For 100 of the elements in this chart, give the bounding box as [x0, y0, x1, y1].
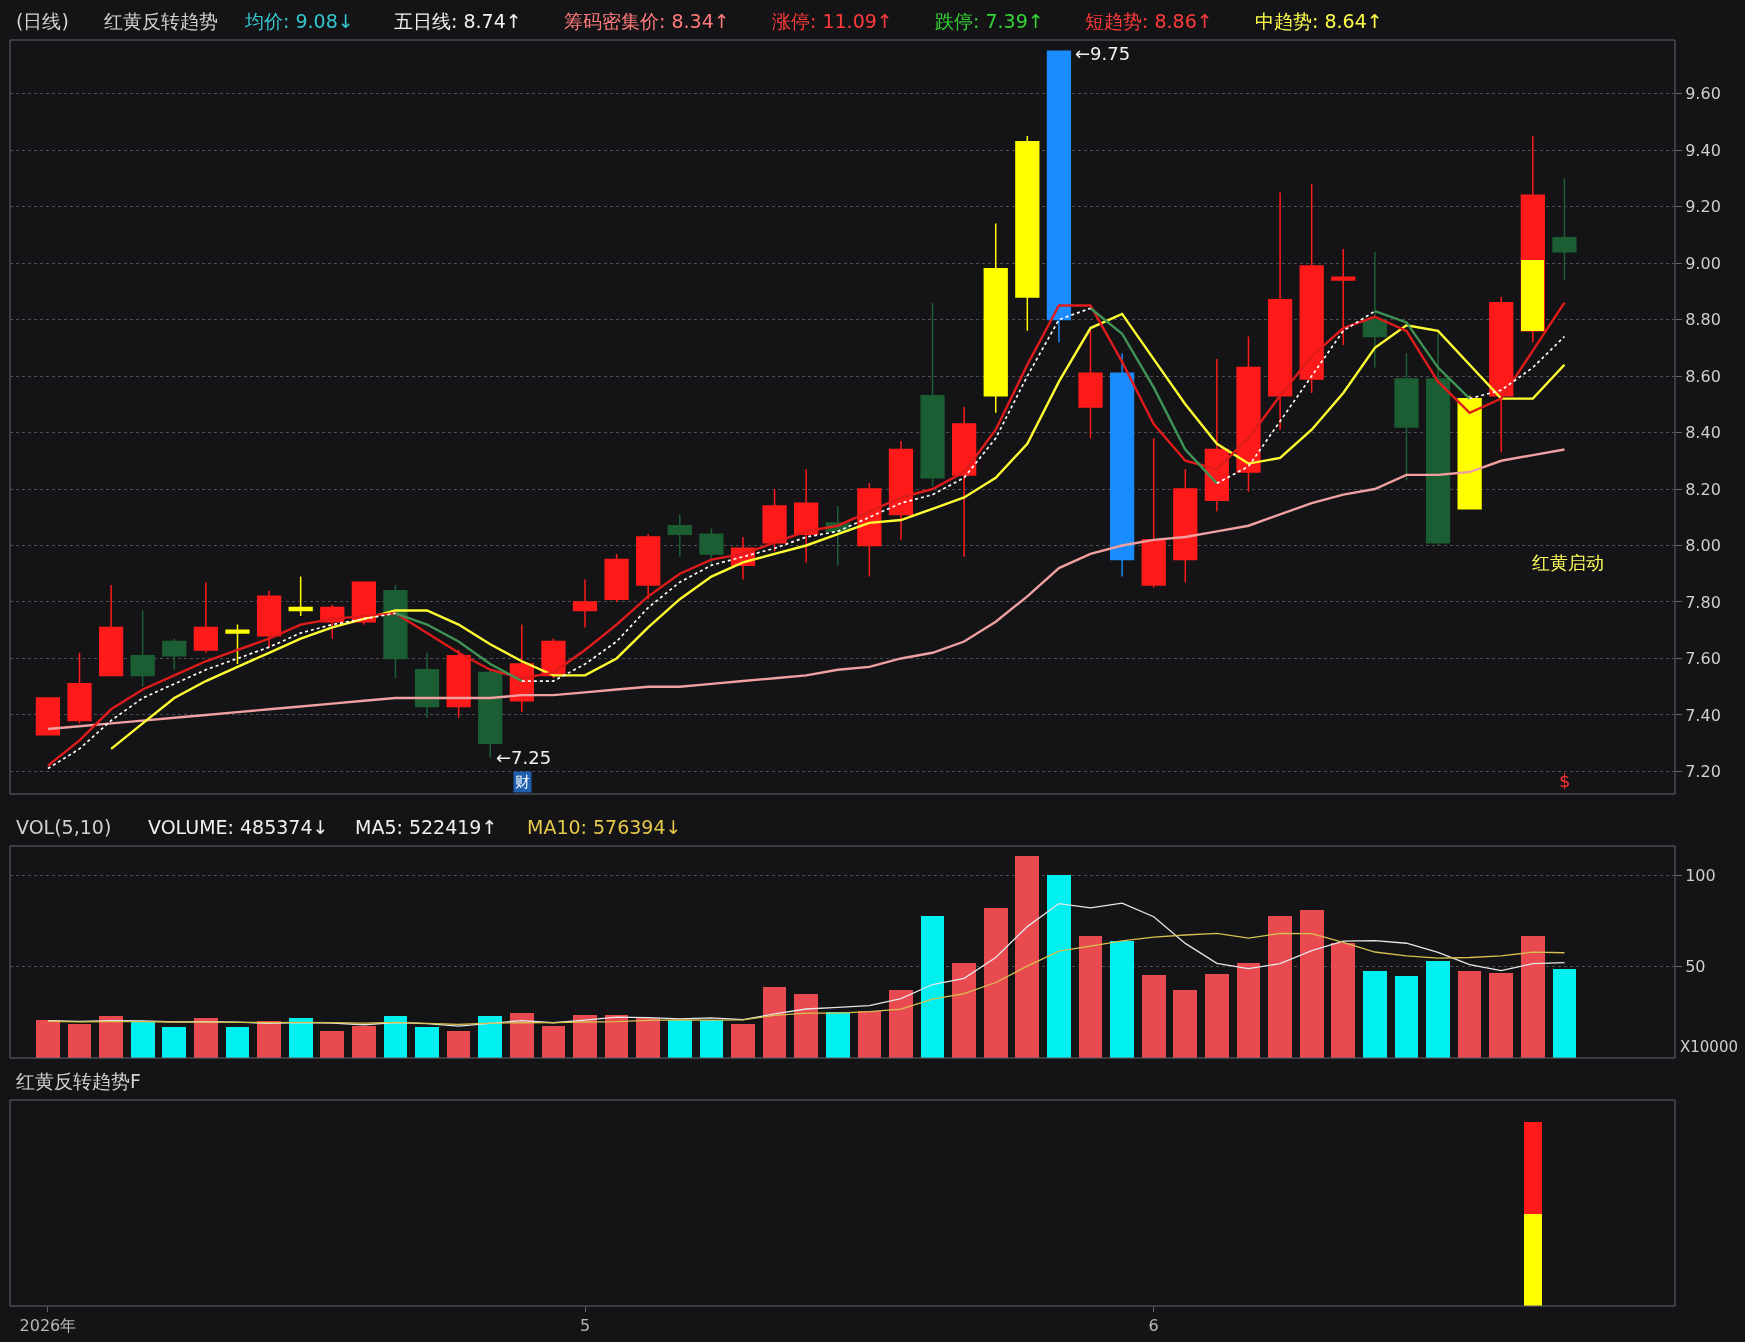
bar: [1141, 975, 1166, 1058]
candlestick: [383, 584, 408, 679]
y-tick-label: 7.20: [1685, 762, 1721, 782]
candlestick: [98, 584, 124, 677]
candlestick: [667, 513, 692, 558]
candlestick: [67, 652, 92, 725]
bar: [225, 1027, 250, 1058]
bar: [288, 1018, 313, 1058]
bar: [1173, 989, 1198, 1058]
candlestick: [636, 533, 661, 600]
candlestick: [572, 578, 598, 629]
candlestick: [1331, 248, 1356, 346]
bar: [1299, 909, 1324, 1058]
y-tick-label: 9.20: [1685, 197, 1721, 217]
candlestick: [1204, 358, 1230, 513]
bar: [1426, 961, 1450, 1058]
candlestick: [193, 581, 219, 654]
text: 短趋势: 8.86↑: [1085, 10, 1213, 32]
bar: [1331, 942, 1356, 1058]
bar: [99, 1015, 123, 1058]
bar: [194, 1018, 218, 1058]
y-tick-label: 8.20: [1685, 479, 1721, 499]
bar: [415, 1027, 439, 1058]
bar: [1110, 940, 1134, 1058]
annotation: 财: [515, 773, 530, 791]
text: 跌停: 7.39↑: [935, 10, 1044, 32]
chart-title: (日线): [16, 10, 69, 32]
chart-title: VOL(5,10): [16, 816, 112, 838]
annotation: ←9.75: [1075, 43, 1131, 64]
bar: [67, 1024, 92, 1058]
candlestick: [1425, 332, 1451, 547]
line-series: [46, 448, 1566, 731]
text: 筹码密集价: 8.34↑: [564, 10, 730, 32]
bar: [825, 1012, 850, 1058]
bar: [1268, 916, 1292, 1058]
bar: [478, 1015, 503, 1058]
candlestick: [1489, 296, 1514, 454]
candlestick: [1078, 330, 1103, 439]
y-axis-title: X10000: [1680, 1038, 1738, 1056]
annotation: 红黄启动: [1532, 552, 1604, 573]
bar: [920, 916, 945, 1058]
bar: [731, 1024, 755, 1058]
candlestick: [35, 697, 61, 736]
bar: [1520, 936, 1545, 1058]
x-tick-label: 5: [579, 1316, 591, 1336]
candlestick: [1552, 177, 1577, 281]
candlestick: [699, 527, 724, 567]
bar: [383, 1015, 408, 1058]
bar: [1394, 976, 1419, 1058]
bar: [1078, 936, 1103, 1058]
bar: [983, 908, 1008, 1058]
bar: [762, 986, 787, 1058]
chart-title: 红黄反转趋势F: [16, 1070, 141, 1092]
text: 五日线: 8.74↑: [394, 10, 522, 32]
y-tick-label: 100: [1685, 865, 1716, 885]
candlestick: [952, 406, 977, 558]
candlestick: [414, 652, 440, 719]
y-tick-label: 8.80: [1685, 310, 1721, 330]
candlestick: [1299, 183, 1324, 394]
chart-subtitle: 红黄反转趋势: [104, 10, 218, 32]
y-tick-label: 9.00: [1685, 253, 1721, 273]
bar: [1047, 875, 1071, 1058]
candlestick: [1362, 251, 1387, 369]
line-series: [47, 932, 1566, 1026]
x-tick-label: 2026年: [19, 1316, 77, 1336]
candlestick: [1141, 437, 1166, 589]
bar: [636, 1018, 661, 1058]
y-tick-label: 8.40: [1685, 423, 1721, 443]
candlestick: [1457, 395, 1482, 510]
bar: [36, 1019, 60, 1058]
candlestick: [225, 623, 250, 665]
candlestick: [888, 440, 914, 541]
y-tick-label: 9.40: [1685, 140, 1721, 160]
candlestick: [1046, 50, 1072, 343]
candlestick: [1236, 335, 1261, 493]
candlestick: [1015, 135, 1040, 332]
candlestick: [1394, 352, 1419, 482]
candlestick: [604, 553, 629, 603]
candlestick: [1109, 352, 1135, 578]
bar: [952, 962, 976, 1058]
y-tick-label: 50: [1685, 957, 1706, 977]
bar: [699, 1020, 724, 1058]
bar: [352, 1026, 376, 1058]
bar: [1552, 969, 1577, 1058]
bar: [1236, 962, 1261, 1058]
bar: [857, 1011, 882, 1058]
text: VOLUME: 485374↓: [148, 816, 329, 838]
y-tick-label: 7.80: [1685, 592, 1721, 612]
y-tick-label: 8.60: [1685, 366, 1721, 386]
annotation: $: [1559, 770, 1571, 791]
y-tick-label: 8.00: [1685, 536, 1721, 556]
candlestick: [983, 222, 1008, 414]
bar: [1457, 971, 1482, 1058]
bar: [1489, 973, 1514, 1058]
candlestick: [794, 468, 819, 564]
y-tick-label: 7.40: [1685, 705, 1721, 725]
candlestick: [162, 637, 187, 671]
bar: [667, 1020, 692, 1058]
bar: [541, 1026, 566, 1058]
candlestick: [1267, 191, 1293, 431]
